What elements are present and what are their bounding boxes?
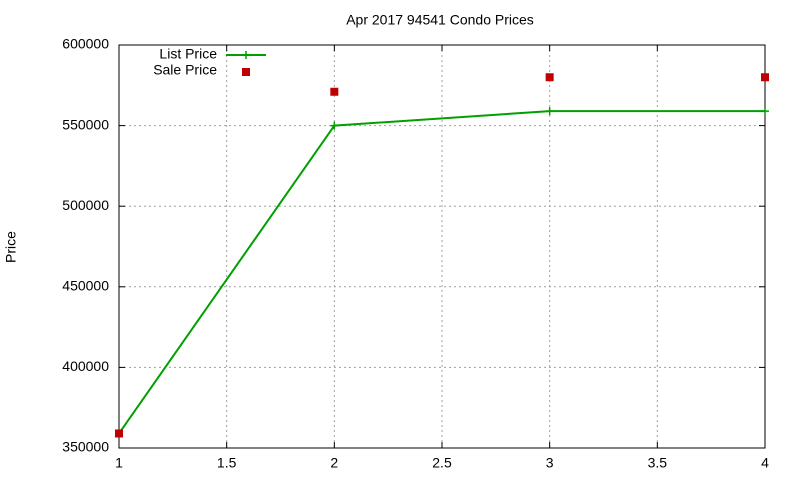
- point: [761, 73, 769, 82]
- point: [545, 73, 554, 82]
- y-tick-label: 600000: [62, 36, 109, 52]
- y-axis-label: Price: [3, 231, 19, 263]
- x-tick-label: 1: [115, 455, 123, 471]
- y-tick-label: 350000: [62, 439, 109, 455]
- point: [330, 121, 339, 130]
- x-tick-label: 4: [761, 455, 769, 471]
- x-tick-label: 3: [546, 455, 554, 471]
- x-tick-label: 2: [330, 455, 338, 471]
- series-line: [118, 110, 765, 435]
- y-tick-label: 550000: [62, 116, 109, 132]
- legend-label: Sale Price: [153, 62, 217, 78]
- y-tick-label: 500000: [62, 197, 109, 213]
- x-tick-label: 2.5: [432, 455, 452, 471]
- point: [330, 87, 339, 96]
- point: [115, 429, 123, 438]
- plot-border: [118, 44, 766, 449]
- legend-label: List Price: [159, 46, 217, 62]
- chart-title: Apr 2017 94541 Condo Prices: [346, 12, 534, 28]
- x-tick-label: 1.5: [217, 455, 237, 471]
- y-tick-label: 450000: [62, 278, 109, 294]
- point: [242, 68, 250, 76]
- x-tick-label: 3.5: [648, 455, 668, 471]
- point: [761, 107, 769, 116]
- y-tick-label: 400000: [62, 358, 109, 374]
- point: [545, 107, 554, 116]
- point: [242, 51, 250, 59]
